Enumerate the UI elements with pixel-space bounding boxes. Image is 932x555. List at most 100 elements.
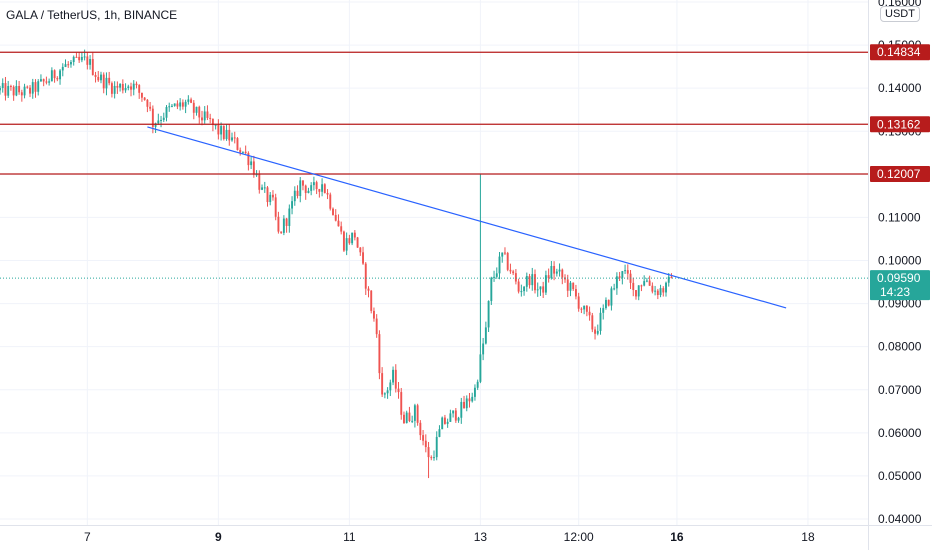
candle-body (654, 290, 657, 292)
candle-body (20, 92, 23, 96)
candle-body (23, 86, 26, 96)
candle-body (394, 369, 397, 389)
candle-body (280, 231, 283, 233)
candle-body (386, 390, 389, 394)
candle-body (121, 83, 124, 91)
candle-body (80, 57, 83, 61)
candle-body (252, 161, 255, 175)
candle-body (596, 330, 599, 334)
candle-body (665, 282, 667, 293)
candle-body (501, 252, 504, 257)
candle-body (143, 97, 146, 100)
candle-body (31, 82, 34, 94)
candle-body (29, 87, 31, 94)
candle-body (269, 194, 272, 203)
candle-body (97, 76, 100, 81)
candle-body (446, 421, 449, 424)
candle-body (493, 276, 496, 278)
candle-body (613, 288, 616, 290)
candle-body (162, 117, 165, 120)
candle-body (605, 299, 607, 309)
candle-body (484, 327, 487, 344)
candle-body (171, 105, 173, 107)
price-tick-label: 0.07000 (878, 383, 922, 397)
candle-body (176, 103, 179, 107)
candle-body (356, 237, 359, 248)
candle-body (198, 106, 201, 118)
level-price-tag (870, 116, 930, 133)
candle-body (454, 410, 457, 421)
candle-body (471, 396, 474, 402)
candle-body (326, 192, 329, 195)
candle-body (498, 256, 501, 274)
candle-body (285, 218, 288, 226)
candle-body (83, 56, 86, 58)
candle-body (602, 308, 605, 313)
candle-body (307, 190, 310, 193)
candle-body (452, 410, 455, 414)
candle-body (206, 111, 209, 118)
candle-body (490, 277, 493, 302)
candle-body (378, 334, 381, 374)
candle-body (583, 305, 586, 310)
candle-body (580, 308, 583, 310)
candle-body (110, 83, 113, 94)
candle-body (506, 252, 509, 270)
time-tick-label: 16 (670, 530, 684, 544)
candle-body (564, 277, 566, 280)
candle-body (108, 77, 111, 84)
candle-body (383, 393, 386, 395)
candle-body (422, 435, 425, 441)
time-tick-label: 11 (343, 530, 356, 544)
candle-body (255, 174, 258, 176)
candle-body (59, 70, 62, 80)
currency-selector[interactable]: USDT (880, 6, 920, 22)
level-price-label: 0.14834 (877, 45, 921, 59)
candle-body (558, 269, 561, 272)
candle-body (318, 189, 321, 192)
candle-body (26, 86, 29, 88)
candle-body (274, 197, 277, 217)
candle-body (662, 288, 665, 293)
candle-body (659, 288, 662, 296)
candle-body (179, 102, 182, 107)
candle-body (293, 190, 296, 202)
level-price-label: 0.12007 (877, 167, 921, 181)
time-tick-label: 12:00 (564, 530, 594, 544)
candle-body (555, 271, 558, 274)
candle-body (135, 83, 138, 86)
candle-body (479, 354, 482, 382)
candle-body (566, 279, 569, 291)
price-tick-label: 0.05000 (878, 469, 922, 483)
candle-body (509, 269, 512, 272)
candle-body (433, 457, 435, 459)
candle-body (192, 102, 195, 113)
candle-body (113, 85, 116, 94)
candle-body (154, 123, 157, 127)
candle-body (345, 238, 348, 251)
candle-body (626, 270, 629, 274)
candle-body (37, 81, 40, 92)
level-price-tag (870, 166, 930, 183)
candle-body (124, 87, 127, 91)
candle-body (0, 87, 1, 91)
price-tick-label: 0.06000 (878, 426, 922, 440)
candle-body (667, 276, 670, 283)
candle-body (102, 74, 105, 89)
candle-body (231, 137, 233, 141)
candle-body (187, 99, 190, 102)
candle-body (400, 392, 403, 415)
candle-body (89, 59, 92, 65)
candle-body (165, 107, 168, 118)
candle-body (203, 111, 206, 121)
candle-body (370, 290, 373, 311)
candle-body (132, 83, 135, 90)
candle-body (594, 329, 596, 334)
candle-body (67, 64, 70, 66)
candle-body (261, 187, 263, 190)
candle-body (272, 194, 274, 198)
candle-body (195, 106, 198, 113)
price-tick-label: 0.14000 (878, 81, 922, 95)
candle-body (18, 86, 21, 93)
candle-body (329, 194, 332, 209)
